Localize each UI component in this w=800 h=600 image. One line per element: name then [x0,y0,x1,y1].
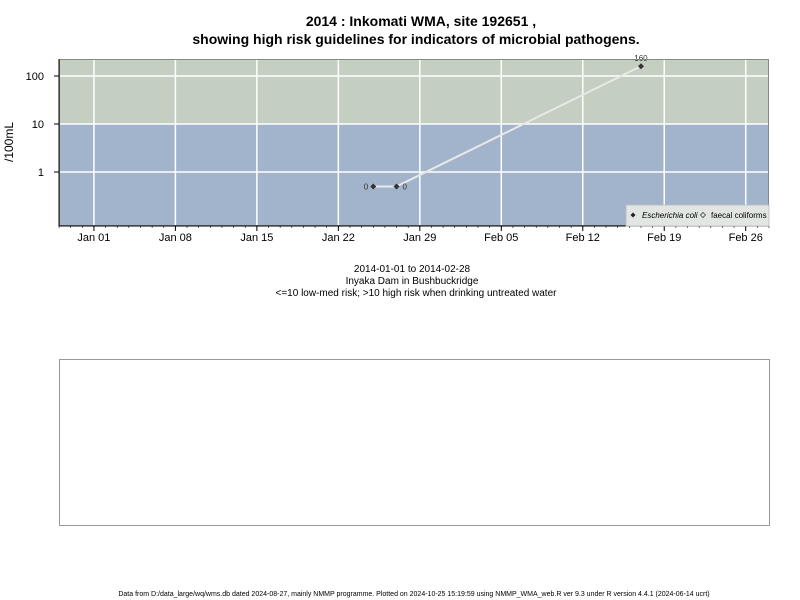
legend-label-faecal: faecal coliforms [711,211,767,220]
point-labels: 0 0 160 [364,54,648,191]
empty-lower-panel [59,359,770,526]
site-name-note: Inyaka Dam in Bushbuckridge [346,276,479,287]
x-tick-label: Jan 29 [403,232,436,244]
legend-box [625,204,770,227]
x-tick-label: Jan 01 [77,232,110,244]
data-point [370,183,377,190]
legend: Escherichia coli faecal coliforms [625,204,770,227]
plot-area: 0 0 160 [59,54,769,226]
x-tick-label: Jan 15 [240,232,273,244]
x-tick-label: Feb 05 [484,232,518,244]
risk-guideline-note: <=10 low-med risk; >10 high risk when dr… [276,288,558,299]
x-axis: Jan 01 Jan 08 Jan 15 Jan 22 Jan 29 Feb 05 Feb … [58,225,770,244]
legend-marker-ecoli [630,212,636,218]
y-axis-label: /100mL [2,122,16,162]
series-points [370,63,644,190]
high-risk-band [59,59,769,124]
y-axis: 1 10 100 [26,59,60,226]
y-tick-label: 100 [26,71,44,83]
x-tick-label: Feb 12 [566,232,600,244]
horizontal-gridlines [59,75,769,173]
data-label: 0 [364,182,369,191]
x-tick-label: Feb 26 [729,232,763,244]
chart-title: 2014 : Inkomati WMA, site 192651 , [306,13,536,29]
chart-subtitle: showing high risk guidelines for indicat… [192,31,639,47]
x-tick-label: Jan 22 [322,232,355,244]
x-tick-label: Feb 19 [647,232,681,244]
data-label: 0 [403,182,408,191]
vertical-gridlines [93,59,747,226]
legend-marker-faecal [699,211,707,219]
data-point [393,183,400,190]
x-tick-label: Jan 08 [159,232,192,244]
date-range-note: 2014-01-01 to 2014-02-28 [354,264,471,275]
data-point [637,63,644,70]
y-tick-label: 10 [32,119,44,131]
y-tick-label: 1 [38,167,44,179]
legend-label-ecoli: Escherichia coli [642,211,698,220]
data-label: 160 [634,54,648,63]
footer-source-note: Data from D:/data_large/wq/wms.db dated … [118,591,709,598]
